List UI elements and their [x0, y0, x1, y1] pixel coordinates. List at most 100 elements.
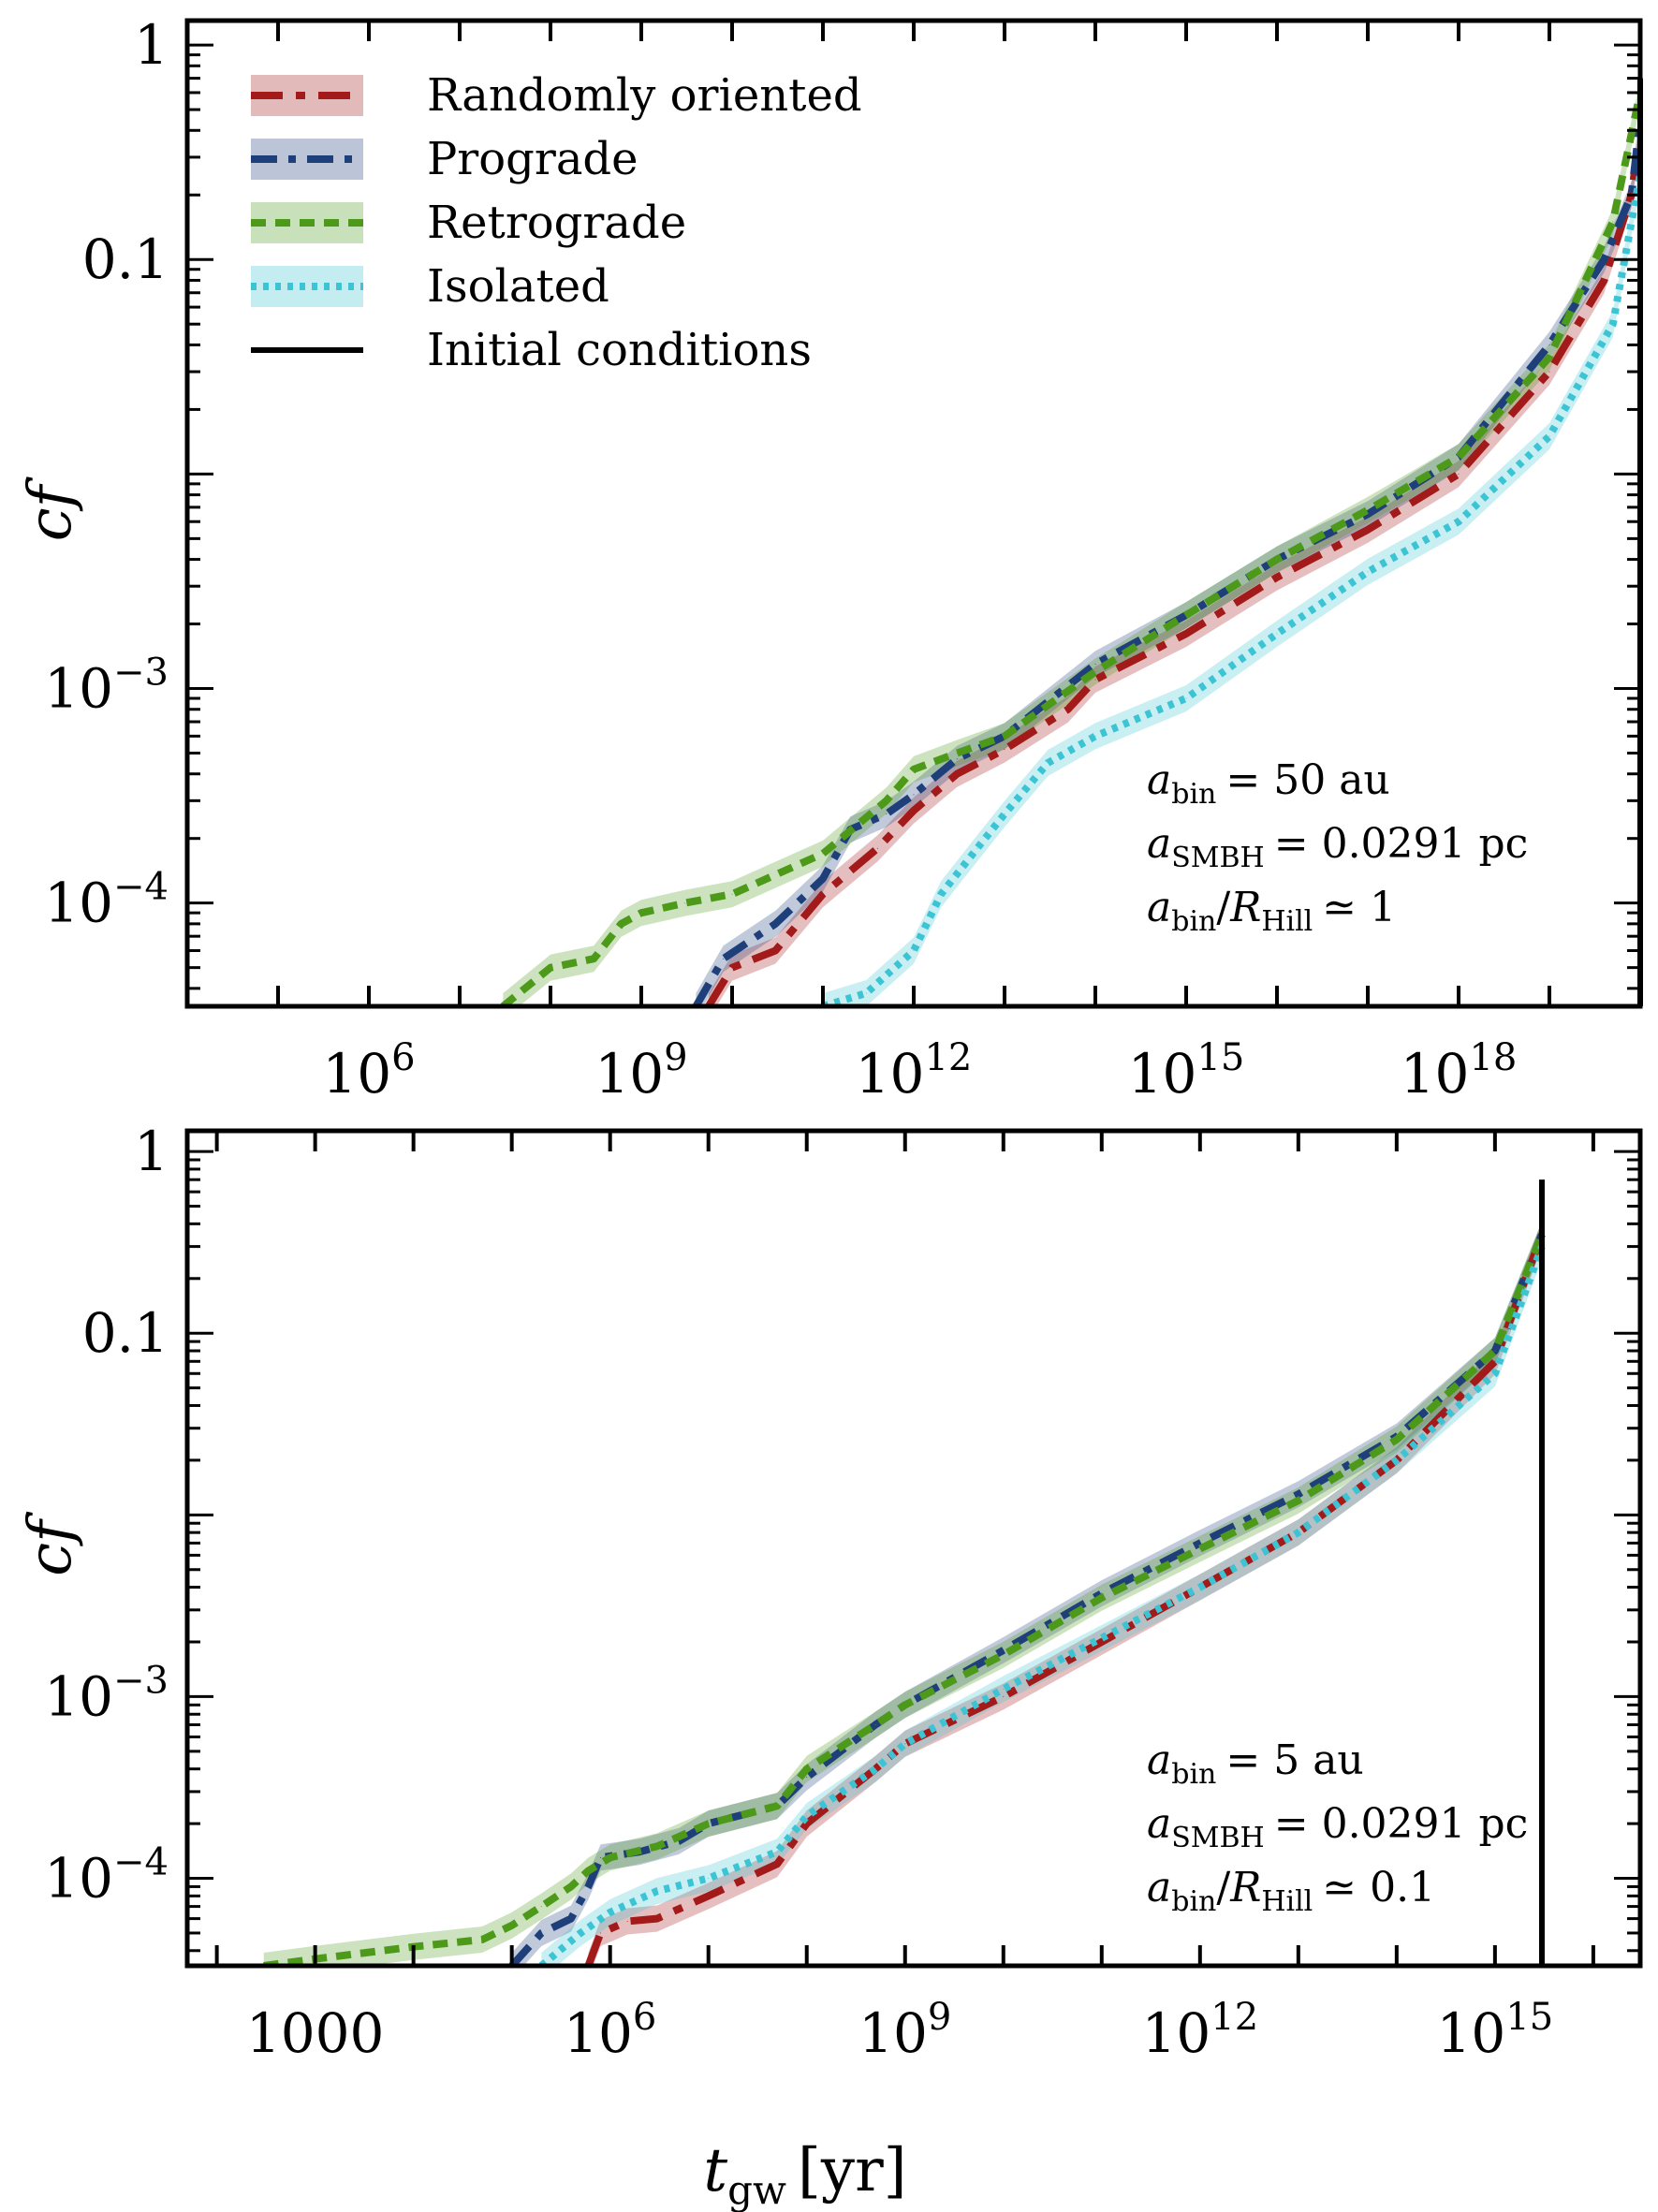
point-random: [1548, 371, 1550, 373]
point-prograde: [1603, 258, 1605, 260]
point-isolated: [1458, 520, 1460, 522]
point-random: [656, 1918, 658, 1920]
point-isolated: [1396, 1459, 1398, 1461]
point-isolated: [1367, 571, 1369, 573]
point-retrograde: [511, 1925, 513, 1926]
point-retrograde: [731, 893, 733, 895]
point-retrograde: [640, 912, 642, 914]
point-retrograde: [550, 967, 551, 969]
point-retrograde: [656, 1845, 658, 1847]
point-random: [956, 773, 958, 775]
point-isolated: [1612, 323, 1614, 325]
point-random: [1494, 1360, 1496, 1362]
point-isolated: [1548, 435, 1550, 437]
point-isolated: [1199, 1587, 1201, 1589]
legend-label-retrograde: Retrograde: [427, 197, 686, 249]
point-random: [1101, 1641, 1103, 1643]
point-retrograde: [683, 902, 685, 904]
point-prograde: [1548, 344, 1550, 345]
point-isolated: [1094, 735, 1096, 737]
point-random: [774, 950, 776, 951]
point-retrograde: [1199, 1548, 1201, 1550]
point-isolated: [1101, 1637, 1103, 1639]
point-isolated: [1298, 1531, 1299, 1533]
point-retrograde: [956, 753, 958, 754]
x-tick-label: 1000: [246, 2001, 385, 2065]
point-retrograde: [806, 1768, 808, 1770]
point-prograde: [1003, 1649, 1005, 1651]
point-retrograde: [570, 1885, 572, 1887]
point-retrograde: [1185, 614, 1187, 616]
point-random: [600, 1932, 601, 1934]
point-prograde: [600, 1856, 601, 1858]
x-tick-label: 1015: [1437, 1996, 1554, 2065]
series-line-retrograde: [500, 92, 1640, 1006]
point-prograde: [913, 794, 915, 796]
x-tick-label: 106: [322, 1036, 415, 1106]
point-retrograde: [587, 1870, 589, 1871]
point-random: [1603, 280, 1605, 281]
annotation-line: abin/RHill ≃ 0.1: [1147, 1864, 1435, 1918]
point-retrograde: [1094, 670, 1096, 672]
band-prograde: [696, 106, 1640, 1006]
point-isolated: [913, 950, 915, 951]
x-tick-label: 1012: [1141, 1996, 1258, 2065]
x-tick-label: 106: [564, 1996, 656, 2065]
y-tick-label: 10−4: [44, 866, 169, 935]
series-line-prograde: [692, 119, 1640, 1006]
point-isolated: [940, 893, 942, 895]
annotation-line: abin/RHill ≃ 1: [1147, 884, 1396, 938]
legend-label-isolated: Isolated: [427, 260, 609, 313]
x-axis-label: tgw [yr]: [703, 2136, 906, 2212]
point-retrograde: [904, 1704, 906, 1706]
y-tick-label: 0.1: [82, 1301, 169, 1365]
point-isolated: [1047, 762, 1049, 764]
x-tick-label: 109: [594, 1036, 687, 1106]
y-tick-label: 0.1: [82, 227, 169, 291]
point-isolated: [776, 1851, 778, 1853]
point-retrograde: [1367, 509, 1369, 511]
point-prograde: [678, 1840, 680, 1842]
point-random: [1458, 473, 1460, 475]
point-isolated: [1494, 1372, 1496, 1374]
point-retrograde: [1494, 1350, 1496, 1352]
legend-swatch-isolated: [251, 266, 363, 307]
point-retrograde: [1458, 456, 1460, 458]
x-tick-label: 109: [858, 1996, 951, 2065]
point-prograde: [774, 923, 776, 925]
point-random: [626, 1921, 628, 1922]
point-prograde: [540, 1932, 542, 1934]
point-retrograde: [886, 799, 888, 801]
point-retrograde: [481, 1939, 483, 1941]
band-isolated: [541, 1233, 1542, 1966]
point-isolated: [1003, 1688, 1005, 1690]
x-axis-label-unit: [yr]: [798, 2136, 907, 2205]
point-random: [708, 1895, 710, 1897]
point-random: [1094, 679, 1096, 681]
point-retrograde: [1276, 559, 1278, 561]
point-isolated: [865, 992, 867, 994]
point-prograde: [1199, 1542, 1201, 1544]
point-retrograde: [874, 1724, 876, 1725]
x-tick-label: 1015: [1128, 1036, 1245, 1106]
band-random: [708, 117, 1640, 1006]
series-line-isolated: [821, 173, 1640, 1006]
point-prograde: [956, 758, 958, 760]
point-prograde: [723, 958, 725, 960]
y-axis-label: cf: [16, 1511, 85, 1576]
point-prograde: [806, 1777, 808, 1779]
panel-top: 106 109 1012 1015 1018 1 0.1 10−3 10−4 cf abin = 50…: [16, 13, 1643, 1106]
legend-label-random: Randomly oriented: [427, 69, 862, 122]
annotation-line: abin = 50 au: [1147, 756, 1390, 811]
point-isolated: [656, 1890, 658, 1892]
x-tick-label: 1018: [1401, 1036, 1518, 1106]
axes-frame: [184, 1128, 1643, 1969]
point-random: [876, 847, 878, 849]
point-retrograde: [1003, 1654, 1005, 1656]
point-prograde: [886, 813, 888, 815]
legend-label-prograde: Prograde: [427, 133, 638, 185]
legend: Randomly oriented Prograde Retrograde Isola…: [251, 69, 862, 376]
point-isolated: [874, 1768, 876, 1770]
point-isolated: [1276, 633, 1278, 635]
point-random: [822, 893, 824, 895]
